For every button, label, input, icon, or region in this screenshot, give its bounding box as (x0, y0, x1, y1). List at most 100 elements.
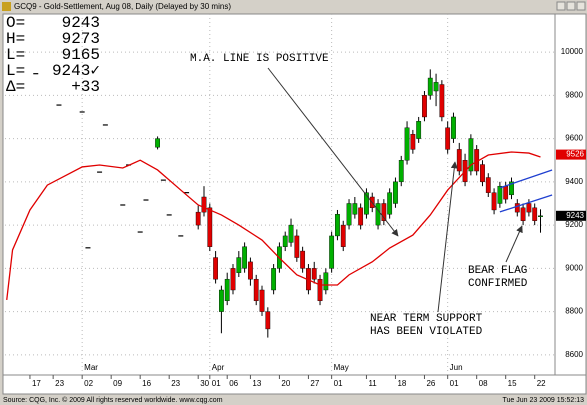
candle-body (282, 235, 288, 247)
candle-body (410, 134, 416, 150)
x-tick-label: 26 (426, 379, 435, 388)
month-label: Mar (84, 363, 98, 372)
trend-line (499, 169, 553, 189)
candle-body (491, 192, 497, 211)
annotation-arrow (437, 161, 458, 313)
candle-body (265, 311, 271, 330)
candle-body (375, 203, 381, 226)
candle-body (358, 207, 364, 226)
x-tick-label: 27 (310, 379, 319, 388)
candle-body (398, 160, 404, 183)
month-label: Apr (212, 363, 225, 372)
candle-body (230, 268, 236, 291)
candle-body (422, 95, 427, 118)
annotation: NEAR TERM SUPPORT (370, 313, 483, 325)
candle-body (271, 268, 277, 291)
candle-body (451, 116, 456, 139)
x-tick-label: 01 (334, 379, 343, 388)
candle-body (381, 203, 387, 221)
annotation: CONFIRMED (468, 278, 528, 290)
candle-body (340, 224, 346, 247)
y-tick-label: 9400 (565, 177, 583, 186)
x-tick-label: 16 (142, 379, 151, 388)
candle-body (207, 207, 213, 247)
candle-body (393, 181, 398, 204)
maximize-button[interactable] (566, 1, 576, 11)
candle-body (201, 196, 207, 213)
candle-body (294, 235, 300, 258)
candle-body (335, 214, 340, 237)
x-tick-label: 30 (200, 379, 209, 388)
x-tick-label: 01 (212, 379, 221, 388)
y-tick-label: 10000 (561, 47, 584, 56)
x-tick-label: 15 (508, 379, 517, 388)
annotation-arrow (267, 67, 399, 237)
candle-body (346, 203, 352, 226)
candle-body (300, 250, 306, 269)
annotation-arrow (505, 225, 523, 263)
info-value: 9243✓ (52, 62, 100, 80)
window-title: GCQ9 - Gold-Settlement, Aug 08, Daily (D… (14, 2, 231, 11)
annotation: HAS BEEN VIOLATED (370, 326, 483, 338)
candle-body (538, 215, 543, 218)
time-axis (2, 374, 587, 395)
info-label: L= (6, 46, 25, 64)
candle-body (323, 272, 329, 291)
candle-body (532, 207, 538, 221)
candle-body (213, 257, 219, 280)
candle-body (526, 203, 532, 213)
y-tick-label: 8800 (565, 307, 583, 316)
x-tick-label: 20 (281, 379, 290, 388)
candle-body (509, 181, 514, 196)
candle-body (514, 203, 520, 213)
info-value: 9273 (62, 30, 100, 48)
info-label: Δ= (6, 78, 25, 96)
x-tick-label: 08 (479, 379, 488, 388)
x-tick-label: 17 (32, 379, 41, 388)
candle-body (404, 127, 410, 161)
info-value: 9243 (62, 14, 100, 32)
grid (5, 14, 555, 379)
candle-body (485, 177, 491, 193)
annotations: M.A. LINE IS POSITIVE NEAR TERM SUPPORT … (190, 53, 528, 338)
annotation: BEAR FLAG (468, 265, 527, 277)
minimize-button[interactable] (556, 1, 566, 11)
x-tick-label: 09 (113, 379, 122, 388)
candle-body (503, 185, 509, 200)
x-tick-label: 23 (55, 379, 64, 388)
candle-body (195, 211, 201, 226)
candle-body (520, 207, 526, 221)
price-axis (554, 13, 587, 376)
footer-timestamp: Tue Jun 23 2009 15:52:13 (503, 397, 585, 404)
price-flag (556, 210, 586, 221)
x-tick-label: 11 (368, 379, 377, 388)
y-tick-label: 9800 (565, 90, 583, 99)
candle-body (433, 82, 439, 92)
title-bar (0, 0, 587, 13)
x-tick-label: 18 (397, 379, 406, 388)
candle-body (224, 278, 230, 302)
close-button[interactable] (576, 1, 586, 11)
candle-body (311, 268, 317, 280)
annotation: M.A. LINE IS POSITIVE (190, 53, 329, 65)
price-flag (556, 149, 586, 160)
candle-body (259, 289, 265, 312)
y-tick-label: 9200 (565, 220, 583, 229)
x-tick-label: 23 (171, 379, 180, 388)
info-label: H= (6, 30, 25, 48)
x-tick-label: 22 (537, 379, 546, 388)
info-label: L= (6, 62, 25, 80)
candle-body (387, 192, 393, 215)
y-tick-label: 9600 (565, 134, 583, 143)
x-tick-label: 06 (229, 379, 238, 388)
price-flag-label: 9526 (566, 150, 584, 159)
candle-body (317, 278, 323, 302)
candle-body (497, 185, 503, 204)
footer-source: Source: CQG, Inc. © 2009 All rights rese… (3, 396, 223, 404)
month-label: May (334, 363, 349, 372)
trend-line (499, 194, 553, 213)
x-tick-label: 02 (84, 379, 93, 388)
month-label: Jun (450, 363, 463, 372)
